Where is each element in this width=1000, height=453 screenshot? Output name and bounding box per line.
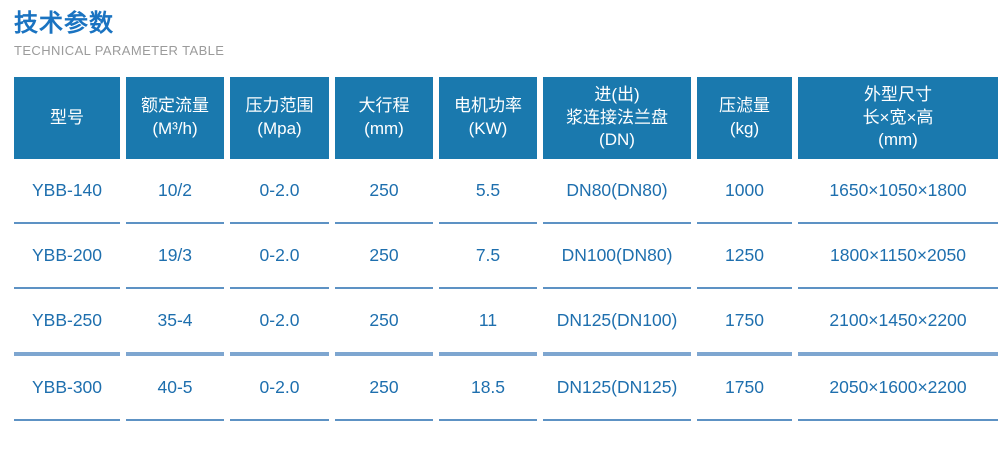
header-line: (mm) [364,118,404,138]
header-line: 外型尺寸 [864,85,932,105]
table-cell-r1-model: YBB-140 [14,158,120,224]
table-cell-r3-rated-flow: 35-4 [126,288,224,356]
table-cell-r2-rated-flow: 19/3 [126,223,224,289]
header-cell-filter-capacity: 压滤量 (kg) [697,76,792,159]
header-line: 额定流量 [141,96,209,116]
table-cell-r2-dimensions: 1800×1150×2050 [798,223,998,289]
table-cell-r3-motor-power: 11 [439,288,537,356]
header-line: (KW) [468,118,508,138]
table-cell-r1-slurry-flange: DN80(DN80) [543,158,691,224]
header-line: 浆连接法兰盘 [566,107,668,127]
table-cell-r2-motor-power: 7.5 [439,223,537,289]
table-cell-r3-model: YBB-250 [14,288,120,356]
header-cell-model: 型号 [14,76,120,159]
page-subtitle: TECHNICAL PARAMETER TABLE [14,42,225,58]
header-line: (M³/h) [152,118,198,138]
table-cell-r4-filter-capacity: 1750 [697,355,792,421]
table-cell-r4-motor-power: 18.5 [439,355,537,421]
header-cell-rated-flow: 额定流量 (M³/h) [126,76,224,159]
table-cell-r1-motor-power: 5.5 [439,158,537,224]
table-cell-r4-dimensions: 2050×1600×2200 [798,355,998,421]
table-cell-r2-max-stroke: 250 [335,223,433,289]
header-line: (mm) [878,130,918,150]
header-line: 大行程 [358,96,410,116]
header-line: (DN) [599,130,635,150]
section-header: 技术参数 TECHNICAL PARAMETER TABLE [14,10,990,58]
header-line: 电机功率 [454,96,522,116]
table-cell-r2-slurry-flange: DN100(DN80) [543,223,691,289]
table-cell-r4-pressure-range: 0-2.0 [230,355,329,421]
table-cell-r4-max-stroke: 250 [335,355,433,421]
table-cell-r1-pressure-range: 0-2.0 [230,158,329,224]
table-cell-r2-model: YBB-200 [14,223,120,289]
header-line: 长×宽×高 [862,107,934,127]
header-cell-dimensions: 外型尺寸 长×宽×高 (mm) [798,76,998,159]
header-cell-pressure-range: 压力范围 (Mpa) [230,76,329,159]
table-cell-r3-dimensions: 2100×1450×2200 [798,288,998,356]
header-line: 进(出) [594,85,640,105]
table-cell-r1-rated-flow: 10/2 [126,158,224,224]
table-cell-r3-slurry-flange: DN125(DN100) [543,288,691,356]
table-cell-r4-slurry-flange: DN125(DN125) [543,355,691,421]
table-cell-r3-max-stroke: 250 [335,288,433,356]
header-line: 型号 [50,107,84,127]
table-cell-r2-filter-capacity: 1250 [697,223,792,289]
header-cell-slurry-flange: 进(出) 浆连接法兰盘 (DN) [543,76,691,159]
header-line: (kg) [729,118,760,138]
header-line: (Mpa) [257,118,302,138]
table-cell-r1-dimensions: 1650×1050×1800 [798,158,998,224]
table-cell-r4-model: YBB-300 [14,355,120,421]
page-title: 技术参数 [14,10,114,37]
table-cell-r3-pressure-range: 0-2.0 [230,288,329,356]
table-cell-r4-rated-flow: 40-5 [126,355,224,421]
header-cell-motor-power: 电机功率 (KW) [439,76,537,159]
table-cell-r3-filter-capacity: 1750 [697,288,792,356]
parameter-table: 型号 额定流量 (M³/h) 压力范围 (Mpa) 大行程 (mm) 电机功率 (KW) 进(出)… [14,76,998,421]
table-cell-r1-max-stroke: 250 [335,158,433,224]
header-line: 压力范围 [245,96,314,116]
table-cell-r2-pressure-range: 0-2.0 [230,223,329,289]
table-cell-r1-filter-capacity: 1000 [697,158,792,224]
header-cell-max-stroke: 大行程 (mm) [335,76,433,159]
header-line: 压滤量 [719,96,770,116]
